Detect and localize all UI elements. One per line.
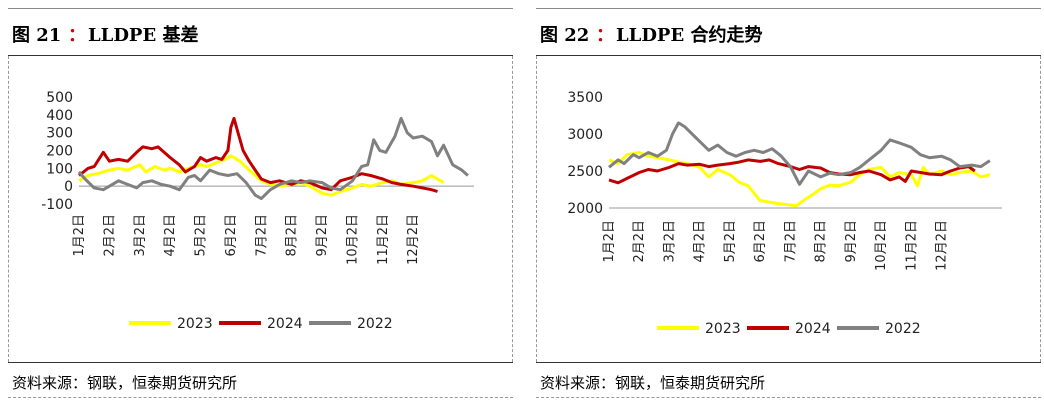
panel-title: 图 22 ： LLDPE 合约走势	[536, 8, 1041, 56]
y-tick-label: 200	[46, 144, 73, 160]
y-tick-label: 2000	[567, 201, 603, 217]
legend-label-2023: 2023	[705, 321, 741, 337]
contract-line-chart: 2000 2500 3000 3500 1月2日 2月2日 3月2日 4月2日 5月2日 6月2日…	[567, 90, 1002, 337]
x-tick-label: 1月2日	[72, 214, 87, 257]
x-tick-label: 8月2日	[814, 220, 829, 263]
y-tick-label: 3500	[567, 90, 603, 106]
x-tick-label: 11月2日	[376, 214, 391, 265]
x-tick-label: 3月2日	[662, 220, 677, 263]
x-tick-label: 8月2日	[285, 214, 300, 257]
source-text: 资料来源：钢联，恒泰期货研究所	[540, 374, 766, 392]
x-tick-label: 10月2日	[345, 214, 360, 265]
title-colon: ：	[596, 25, 614, 46]
x-tick-label: 2月2日	[102, 214, 117, 257]
source-note: 资料来源：钢联，恒泰期货研究所	[8, 362, 513, 398]
legend-label-2024: 2024	[267, 316, 303, 332]
legend-label-2022: 2022	[885, 321, 921, 337]
series-line-2023	[608, 151, 991, 208]
x-tick-label: 7月2日	[254, 214, 269, 257]
y-tick-label: -100	[41, 197, 73, 213]
legend: 2023 2024 2022	[129, 316, 393, 332]
legend-label-2024: 2024	[795, 321, 831, 337]
series-line-2024	[608, 158, 976, 185]
x-tick-label: 11月2日	[904, 220, 919, 271]
x-tick-label: 2月2日	[632, 220, 647, 263]
x-tick-label: 6月2日	[224, 214, 239, 257]
x-tick-label: 12月2日	[935, 220, 950, 271]
series-line-2023	[78, 154, 445, 197]
y-tick-label: 0	[64, 179, 73, 195]
panel-title: 图 21 ： LLDPE 基差	[8, 8, 513, 56]
series-line-2024	[78, 116, 438, 193]
x-tick-label: 4月2日	[693, 220, 708, 263]
figure-number: 图 21	[12, 25, 62, 46]
x-tick-label: 5月2日	[723, 220, 738, 263]
chart-panel-basis: 图 21 ： LLDPE 基差 -100 0 100 200 300 400 500 1月2日…	[8, 8, 528, 406]
chart-panel-contract: 图 22 ： LLDPE 合约走势 2000 2500 3000 3500 1月2日 2月…	[536, 8, 1044, 406]
series-line-2022	[608, 121, 991, 186]
x-tick-label: 4月2日	[163, 214, 178, 257]
y-tick-label: 100	[46, 161, 73, 177]
x-tick-label: 9月2日	[315, 214, 330, 257]
legend: 2023 2024 2022	[657, 321, 921, 337]
series-line-2022	[77, 116, 469, 201]
x-tick-label: 7月2日	[783, 220, 798, 263]
y-tick-label: 300	[46, 126, 73, 142]
x-tick-label: 3月2日	[133, 214, 148, 257]
chart-area: -100 0 100 200 300 400 500 1月2日 2月2日 3月2日 4月2日 5月2日…	[8, 56, 513, 362]
chart-area: 2000 2500 3000 3500 1月2日 2月2日 3月2日 4月2日 5月2日 6月2日…	[536, 56, 1041, 362]
x-tick-label: 10月2日	[874, 220, 889, 271]
source-text: 资料来源：钢联，恒泰期货研究所	[12, 374, 238, 392]
y-tick-label: 500	[46, 90, 73, 106]
source-note: 资料来源：钢联，恒泰期货研究所	[536, 362, 1041, 398]
figure-number: 图 22	[540, 25, 590, 46]
legend-label-2023: 2023	[177, 316, 213, 332]
title-colon: ：	[68, 25, 86, 46]
x-tick-label: 5月2日	[194, 214, 209, 257]
y-tick-label: 3000	[567, 127, 603, 143]
legend-label-2022: 2022	[357, 316, 393, 332]
x-tick-label: 6月2日	[753, 220, 768, 263]
x-tick-label: 1月2日	[602, 220, 617, 263]
x-tick-label: 12月2日	[406, 214, 421, 265]
figure-title: LLDPE 基差	[88, 25, 199, 46]
figure-title: LLDPE 合约走势	[616, 25, 763, 46]
y-tick-label: 400	[46, 108, 73, 124]
y-tick-label: 2500	[567, 164, 603, 180]
x-tick-label: 9月2日	[844, 220, 859, 263]
